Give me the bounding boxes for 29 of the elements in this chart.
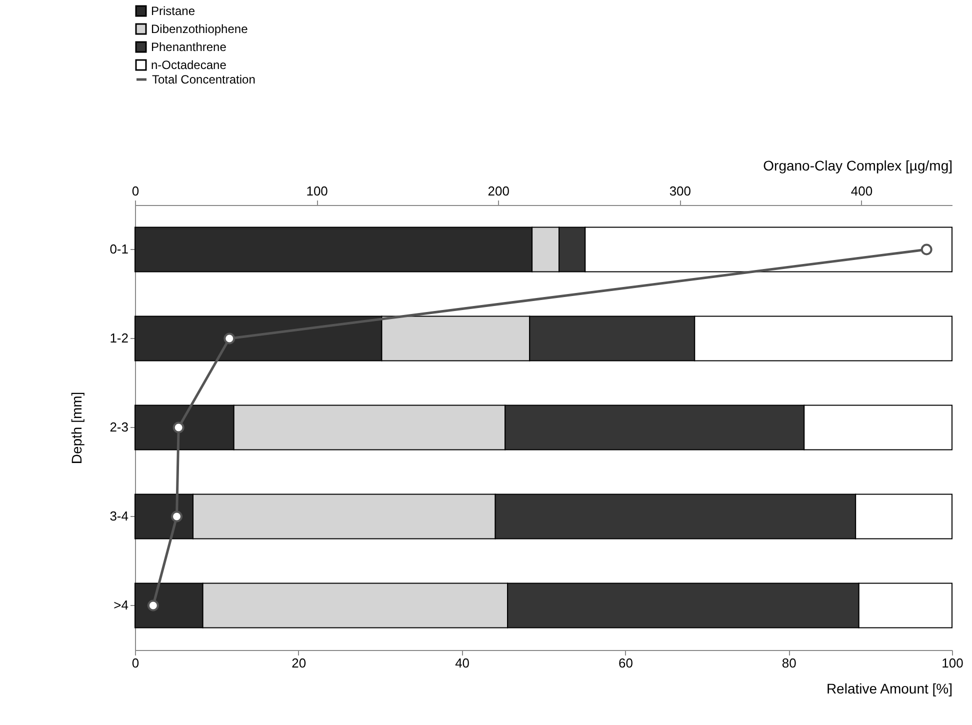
point [920, 244, 932, 256]
legend-label: Dibenzothiophene [151, 22, 248, 36]
x-tick-label: 0 [132, 656, 140, 670]
x2-tick-label: 200 [488, 184, 510, 198]
x-tick-label: 40 [455, 656, 470, 670]
point [172, 422, 184, 434]
legend-label: Total Concentration [152, 72, 256, 86]
point [224, 332, 236, 344]
point [171, 510, 182, 522]
y-tick-label: >4 [114, 598, 128, 612]
x-tick-label: 80 [782, 656, 796, 670]
y-tick-label: 2-3 [110, 420, 128, 434]
y-tick-label: 0-1 [110, 242, 128, 256]
legend-label: Phenanthrene [151, 40, 227, 54]
x2-tick-label: 100 [306, 184, 328, 198]
point [147, 600, 159, 612]
y-tick-label: 1-2 [110, 330, 128, 346]
x-tick-label: 20 [292, 656, 306, 670]
x2-tick-label: 0 [132, 184, 140, 198]
legend-label: Pristane [151, 4, 196, 18]
x2-tick-label: 400 [850, 184, 873, 198]
y-tick-label: 3-4 [110, 508, 128, 524]
x-axis-title: Relative Amount [%] [826, 680, 952, 696]
x2-tick-label: 300 [669, 184, 692, 198]
legend-label: n-Octadecane [151, 58, 227, 72]
y-axis-title: Depth [mm] [68, 392, 85, 464]
x-tick-label: 100 [942, 656, 964, 670]
x-tick-label: 60 [618, 656, 633, 670]
x2-axis-title: Organo-Clay Complex [µg/mg] [763, 158, 952, 174]
